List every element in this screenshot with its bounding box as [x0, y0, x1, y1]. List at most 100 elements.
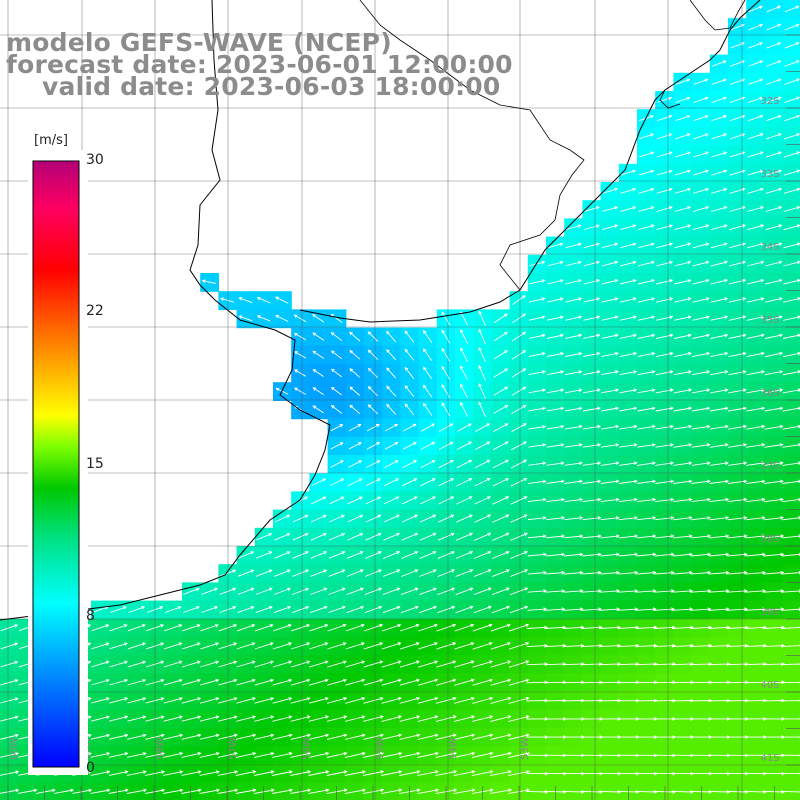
wind-arrow	[437, 514, 455, 523]
wind-arrow	[636, 552, 657, 557]
wind-arrow	[200, 678, 220, 686]
wind-arrow	[348, 424, 362, 432]
wind-arrow	[511, 350, 527, 360]
colorbar-tick-8: 8	[86, 608, 95, 624]
wind-arrow	[348, 442, 362, 450]
wind-arrow	[292, 569, 310, 577]
wind-arrow	[620, 187, 637, 194]
wind-arrow	[455, 532, 474, 541]
wind-arrow	[90, 733, 111, 740]
wind-arrow	[582, 406, 601, 412]
wind-arrow	[619, 406, 638, 412]
wind-arrow	[330, 442, 344, 450]
wind-arrow	[637, 479, 657, 484]
wind-arrow	[438, 496, 455, 505]
wind-arrow	[747, 169, 764, 176]
wind-arrow	[546, 406, 565, 412]
wind-arrow	[364, 569, 383, 577]
wind-arrow	[312, 314, 325, 323]
wind-arrow	[727, 443, 748, 448]
wind-arrow	[164, 605, 182, 613]
wind-arrow	[709, 406, 729, 412]
wind-arrow	[436, 623, 457, 632]
wind-arrow	[453, 770, 476, 777]
wind-arrow	[582, 443, 602, 448]
wind-arrow	[600, 516, 620, 521]
wind-arrow	[692, 187, 710, 194]
wind-arrow	[274, 551, 291, 559]
wind-arrow	[655, 370, 674, 376]
wind-arrow	[745, 534, 766, 539]
wind-arrow	[654, 589, 675, 593]
wind-arrow	[510, 569, 529, 578]
wind-arrow	[529, 279, 546, 285]
wind-arrow	[510, 514, 528, 523]
wind-arrow	[327, 642, 347, 650]
wind-arrow	[218, 623, 238, 632]
wind-arrow	[237, 605, 255, 614]
wind-arrow	[492, 550, 510, 559]
wind-arrow	[673, 461, 693, 466]
wind-arrow	[636, 570, 657, 575]
wind-arrow	[655, 461, 675, 466]
wind-arrow	[199, 770, 220, 776]
wind-arrow	[583, 351, 601, 357]
wind-arrow	[181, 715, 202, 722]
wind-arrow	[510, 496, 528, 505]
wind-arrow	[746, 260, 765, 267]
coastline-north	[299, 0, 761, 323]
wind-arrow	[693, 78, 709, 85]
wind-arrow	[399, 715, 421, 722]
wind-arrow	[746, 297, 765, 303]
wind-arrow	[326, 733, 348, 740]
wind-arrow	[237, 587, 255, 595]
colorbar-unit: [m/s]	[34, 133, 68, 148]
wind-arrow	[581, 607, 602, 612]
wind-arrow	[163, 770, 184, 776]
wind-arrow	[455, 587, 474, 596]
wind-arrow	[747, 205, 765, 212]
wind-arrow	[493, 350, 509, 360]
wind-arrow	[181, 770, 202, 776]
wind-arrow	[367, 367, 379, 379]
wind-arrow	[766, 5, 782, 13]
wind-arrow	[183, 587, 200, 595]
wind-arrow	[347, 532, 364, 541]
wind-arrow	[330, 405, 343, 414]
wind-arrow	[637, 443, 656, 448]
wind-arrow	[490, 733, 512, 740]
wind-arrow	[728, 333, 747, 339]
wind-arrow	[290, 751, 312, 758]
wind-arrow	[308, 696, 329, 704]
wind-arrow	[399, 642, 420, 650]
wind-arrow	[349, 404, 361, 415]
wind-arrow	[618, 607, 639, 612]
wind-arrow	[308, 678, 329, 686]
wind-arrow	[0, 788, 20, 794]
wind-arrow	[346, 569, 364, 577]
wind-arrow	[419, 587, 437, 596]
wind-arrow	[0, 660, 19, 668]
wind-arrow	[691, 552, 712, 557]
wind-arrow	[600, 479, 620, 484]
wind-arrow	[441, 365, 451, 380]
wind-arrow	[582, 424, 602, 430]
wind-arrow	[508, 770, 531, 777]
wind-arrow	[363, 642, 384, 650]
wind-arrow	[765, 169, 783, 176]
wind-arrow	[765, 151, 782, 158]
wind-arrow	[254, 751, 275, 758]
wind-arrow	[0, 624, 19, 632]
wind-arrow	[636, 607, 657, 612]
wind-arrow	[511, 404, 527, 414]
wind-arrow	[254, 733, 275, 740]
wind-arrow	[236, 678, 256, 686]
wind-arrow	[783, 278, 800, 285]
wind-arrow	[273, 605, 292, 614]
wind-arrow	[254, 678, 274, 686]
wind-arrow	[565, 351, 583, 357]
wind-arrow	[673, 497, 693, 503]
wind-arrow	[399, 770, 421, 776]
wind-arrow	[290, 678, 311, 686]
